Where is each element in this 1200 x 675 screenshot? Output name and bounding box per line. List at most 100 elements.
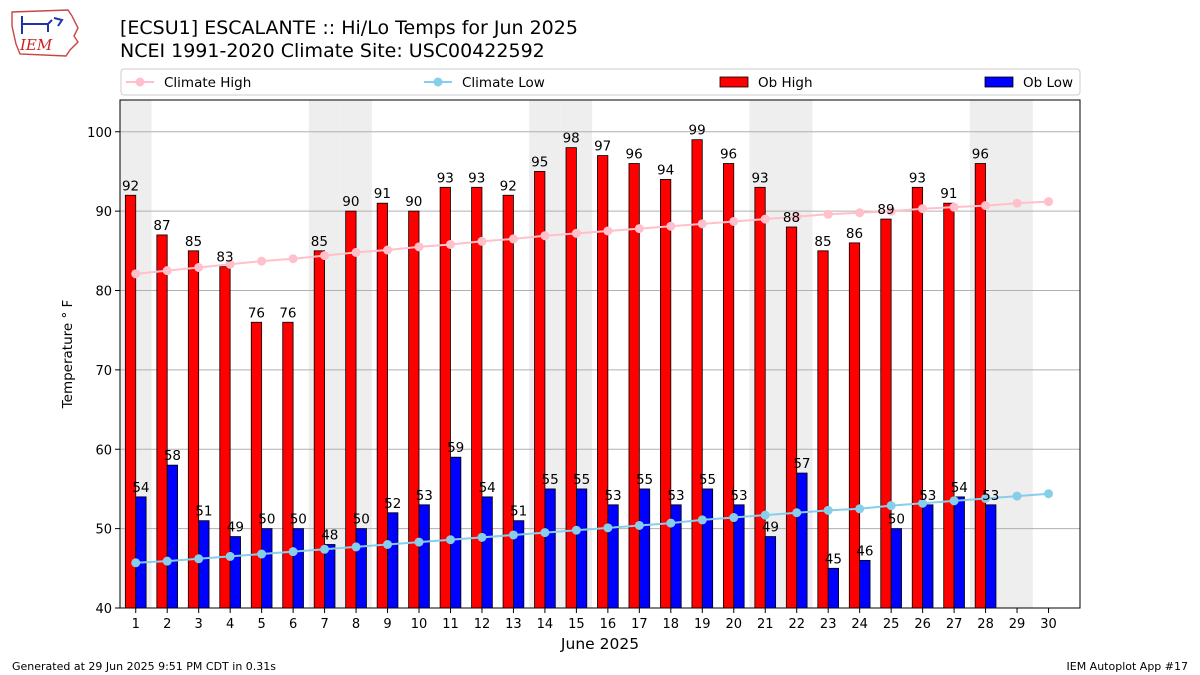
climate-low-point	[445, 535, 455, 545]
climate-high-point	[571, 228, 581, 238]
ob-low-value-label: 53	[667, 488, 684, 504]
ob-high-value-label: 87	[153, 218, 170, 234]
climate-high-point	[855, 208, 865, 218]
ob-high-value-label: 85	[185, 234, 202, 250]
ob-high-bar	[408, 210, 420, 609]
ob-low-value-label: 51	[195, 504, 212, 520]
ob-low-bar	[985, 504, 997, 609]
ob-low-bar	[575, 488, 588, 609]
legend: Climate High Climate Low Ob High Ob Low	[120, 68, 1081, 96]
ob-high-bar	[880, 218, 892, 609]
climate-high-point	[508, 234, 518, 244]
ob-low-value-label: 53	[982, 488, 999, 504]
ob-low-value-label: 50	[888, 512, 905, 528]
climate-high-point	[792, 212, 802, 222]
ob-low-bar	[229, 536, 241, 609]
climate-low-line	[135, 492, 1049, 564]
x-tick-label: 26	[914, 617, 931, 632]
climate-high-point	[131, 269, 141, 279]
climate-low-point	[225, 551, 235, 561]
ob-low-value-label: 50	[258, 512, 275, 528]
ob-high-value-label: 92	[500, 178, 517, 194]
ob-high-value-label: 98	[563, 131, 580, 147]
bar-labels: 92 87 85 83 76 76 85 90 91 90 93 93 92 95 98 97 96 94 99 96…	[122, 123, 999, 568]
climate-high-point	[981, 201, 991, 211]
ob-low-value-label: 54	[132, 480, 149, 496]
climate-low-point	[383, 540, 393, 549]
climate-low-point	[729, 513, 739, 523]
ob-high-value-label: 96	[972, 147, 989, 163]
ob-high-bar	[124, 194, 137, 609]
climate-low-point	[1044, 489, 1054, 499]
x-tick-label: 11	[442, 617, 459, 632]
ob-high-bar	[313, 250, 325, 609]
legend-ob-low-swatch	[984, 76, 1014, 88]
legend-box	[120, 68, 1081, 96]
climate-low-point	[508, 530, 518, 540]
x-axis-label: June 2025	[560, 635, 639, 653]
y-tick-label: 40	[95, 602, 112, 617]
climate-low-point	[414, 537, 424, 547]
x-tick-label: 22	[788, 617, 805, 632]
climate-low-point	[697, 515, 707, 525]
iowa-state-outline	[11, 9, 79, 57]
app-label: IEM Autoplot App #17	[1066, 660, 1189, 673]
x-tick-label: 8	[352, 617, 360, 632]
ob-low-bar	[481, 496, 493, 609]
x-tick-label: 21	[757, 617, 774, 632]
ob-low-bar	[292, 528, 304, 609]
ob-low-value-label: 49	[227, 520, 244, 536]
legend-climate-low-marker	[433, 77, 443, 87]
ob-low-bar	[701, 488, 714, 609]
ob-high-bar	[502, 194, 514, 609]
climate-low-point	[351, 542, 361, 552]
climate-high-point	[288, 254, 298, 264]
ob-low-value-label: 55	[636, 472, 653, 488]
ob-low-value-label: 57	[793, 456, 810, 472]
climate-low-point	[162, 556, 172, 566]
ob-low-bar	[450, 456, 462, 609]
ob-low-bar	[764, 536, 777, 609]
ob-low-value-label: 49	[762, 520, 779, 536]
climate-low-point	[603, 523, 613, 533]
legend-climate-high-marker	[135, 77, 145, 87]
climate-high-point	[918, 204, 928, 214]
climate-high-point	[1012, 198, 1022, 208]
x-tick-label: 23	[820, 617, 837, 632]
ob-high-value-label: 76	[279, 305, 296, 321]
climate-high-point	[445, 239, 455, 249]
climate-low-point	[540, 528, 550, 538]
climate-low-point	[886, 501, 896, 511]
ob-low-value-label: 55	[699, 472, 716, 488]
bars	[124, 139, 997, 609]
climate-low-point	[1012, 491, 1022, 501]
climate-high-point	[949, 202, 959, 212]
x-tick-label: 12	[474, 617, 491, 632]
x-tick-label: 13	[505, 617, 522, 632]
climate-low-point	[823, 505, 833, 515]
legend-ob-high-label: Ob High	[758, 75, 813, 91]
x-tick-label: 4	[226, 617, 234, 632]
climate-high-point	[729, 216, 739, 226]
x-tick-label: 17	[631, 617, 648, 632]
weekend-shade	[1001, 100, 1033, 608]
ob-high-bar	[974, 163, 986, 609]
ob-high-value-label: 90	[342, 194, 359, 210]
ob-low-bar	[355, 528, 367, 609]
ob-high-value-label: 95	[531, 154, 548, 170]
weather-instrument-icon	[21, 16, 64, 34]
ob-high-value-label: 91	[374, 186, 391, 202]
ob-low-value-label: 51	[510, 504, 527, 520]
climate-low-point	[131, 558, 141, 568]
ob-low-value-label: 53	[604, 488, 621, 504]
ob-low-bar	[890, 528, 902, 609]
legend-climate-high-label: Climate High	[164, 75, 251, 91]
climate-low-point	[257, 549, 267, 559]
x-tick-label: 1	[132, 617, 140, 632]
climate-low-point	[918, 498, 928, 508]
ob-high-bar	[754, 186, 766, 609]
ob-low-bar	[166, 464, 179, 609]
